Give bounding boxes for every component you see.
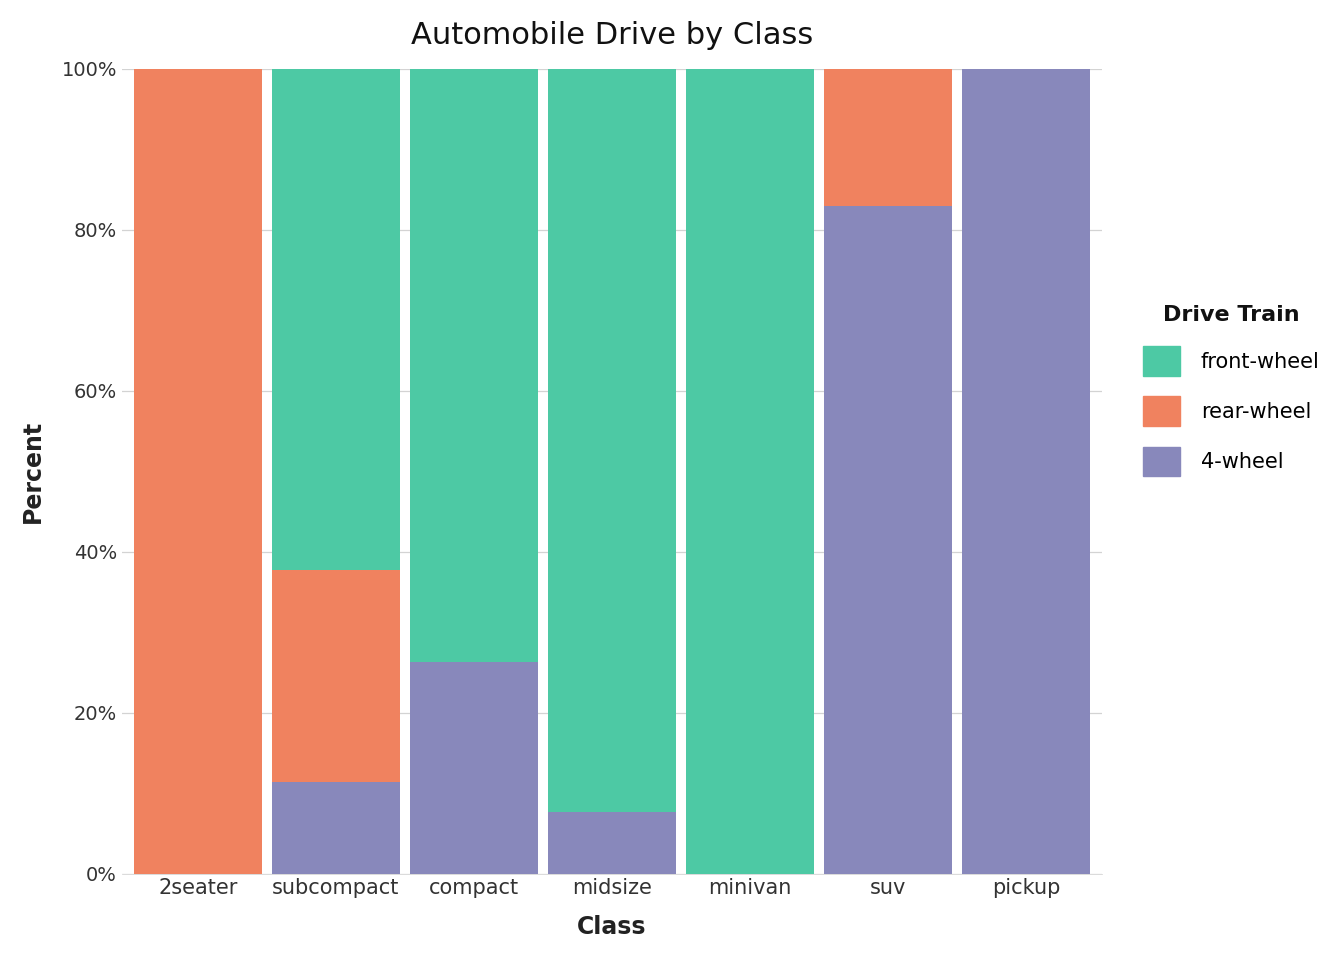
Bar xyxy=(824,206,953,874)
Bar xyxy=(548,69,676,811)
Bar xyxy=(548,811,676,874)
Bar xyxy=(410,69,538,662)
Title: Automobile Drive by Class: Automobile Drive by Class xyxy=(411,21,813,50)
Y-axis label: Percent: Percent xyxy=(22,420,44,523)
Bar xyxy=(271,570,401,781)
X-axis label: Class: Class xyxy=(577,915,646,939)
Bar xyxy=(271,69,401,570)
Bar xyxy=(133,69,262,874)
Bar xyxy=(962,69,1090,874)
Legend: front-wheel, rear-wheel, 4-wheel: front-wheel, rear-wheel, 4-wheel xyxy=(1132,295,1331,487)
Bar xyxy=(271,781,401,874)
Bar xyxy=(685,69,814,874)
Bar xyxy=(410,662,538,874)
Bar xyxy=(824,69,953,206)
